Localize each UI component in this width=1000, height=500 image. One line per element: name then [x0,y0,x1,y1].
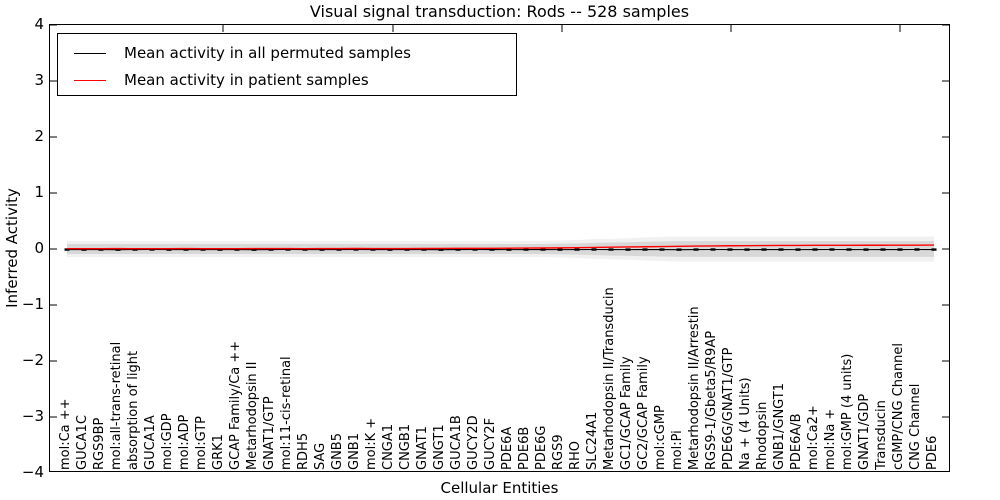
y-tick-label: −3 [21,407,44,425]
x-tick-label: mol:all-trans-retinal [109,341,124,470]
x-tick-label: PDE6 [925,435,940,470]
x-tick-label: RDH5 [296,432,311,470]
x-tick-label: absorption of light [126,350,141,470]
y-tick-label: 0 [34,239,44,257]
x-tick-label: cGMP/CNG Channel [891,342,906,470]
x-tick-label: GCAP Family/Ca ++ [228,340,243,470]
x-tick-label: CNG Channel [908,383,923,470]
x-tick-label: RGS9BP [92,417,107,470]
legend-entry-permuted: Mean activity in all permuted samples [74,40,516,66]
confidence-band [67,241,934,257]
plot-area [49,24,950,472]
x-tick-label: mol:GTP [194,416,209,470]
x-tick-label: RHO [568,440,583,470]
y-tick-label: 1 [34,183,44,201]
x-axis-label: Cellular Entities [440,479,559,497]
y-tick-label: −4 [21,463,44,481]
x-tick-label: Metarhodopsin II/Transducin [602,287,617,470]
legend-label-patient: Mean activity in patient samples [124,71,369,89]
legend-line-sample-patient [74,79,106,81]
x-tick-label: PDE6A [500,426,515,470]
x-tick-label: mol:Na + [823,408,838,470]
x-tick-label: GC1/GCAP Family [619,356,634,470]
x-tick-label: GC2/GCAP Family [636,356,651,470]
x-tick-label: PDE6G/GNAT1/GTP [721,347,736,470]
x-tick-label: mol:Ca ++ [58,398,73,470]
y-tick-label: −2 [21,351,44,369]
x-tick-label: GNAT1 [415,426,430,470]
x-tick-label: mol:Pi [670,430,685,470]
x-tick-label: RGS9-1/Gbeta5/R9AP [704,330,719,470]
x-tick-label: mol:ADP [177,414,192,470]
x-tick-label: GNGT1 [432,424,447,470]
legend-entry-patient: Mean activity in patient samples [74,67,516,93]
x-tick-label: RGS9 [551,434,566,470]
x-tick-label: Metarhodopsin II/Arrestin [687,306,702,470]
x-tick-label: GNAT1/GDP [857,393,872,470]
x-tick-label: GUCY2F [483,417,498,470]
series-line-1 [66,244,935,250]
y-tick-label: 4 [34,15,44,33]
y-tick-label: −1 [21,295,44,313]
x-tick-label: SAG [313,442,328,470]
x-tick-label: mol:11-cis-retinal [279,356,294,470]
x-tick-label: GNB1 [347,433,362,470]
x-tick-label: GNAT1/GTP [262,396,277,470]
legend-label-permuted: Mean activity in all permuted samples [124,44,411,62]
x-tick-label: GRK1 [211,434,226,470]
x-tick-label: mol:cGMP [653,405,668,470]
plot-canvas [50,25,949,418]
x-tick-label: PDE6B [517,426,532,470]
x-tick-label: mol:K + [364,417,379,470]
axis-tick-marks [50,25,949,418]
y-tick-label: 3 [34,71,44,89]
x-tick-label: SLC24A1 [585,411,600,470]
x-tick-label: PDE6G [534,425,549,470]
x-tick-label: Na + (4 Units) [738,377,753,470]
x-tick-label: GNB1/GNGT1 [772,383,787,470]
legend-line-sample-permuted [74,52,106,54]
x-tick-label: mol:Ca2+ [806,405,821,470]
x-tick-label: PDE6A/B [789,413,804,470]
x-tick-label: GUCA1B [449,415,464,470]
chart-title: Visual signal transduction: Rods -- 528 … [309,2,690,21]
x-tick-label: Transducin [874,400,889,470]
x-tick-label: GUCA1A [143,415,158,470]
x-tick-label: GUCA1C [75,415,90,470]
x-tick-label: mol:GMP (4 units) [840,353,855,470]
x-tick-label: CNGA1 [381,423,396,470]
x-tick-label: Rhodopsin [755,401,770,470]
x-tick-label: mol:GDP [160,413,175,470]
legend: Mean activity in all permuted samples Me… [57,33,517,96]
x-tick-label: CNGB1 [398,423,413,470]
y-axis-label: Inferred Activity [3,188,21,308]
x-tick-label: GNB5 [330,433,345,470]
x-tick-label: Metarhodopsin II [245,361,260,470]
x-tick-label: GUCY2D [466,415,481,470]
y-tick-label: 2 [34,127,44,145]
